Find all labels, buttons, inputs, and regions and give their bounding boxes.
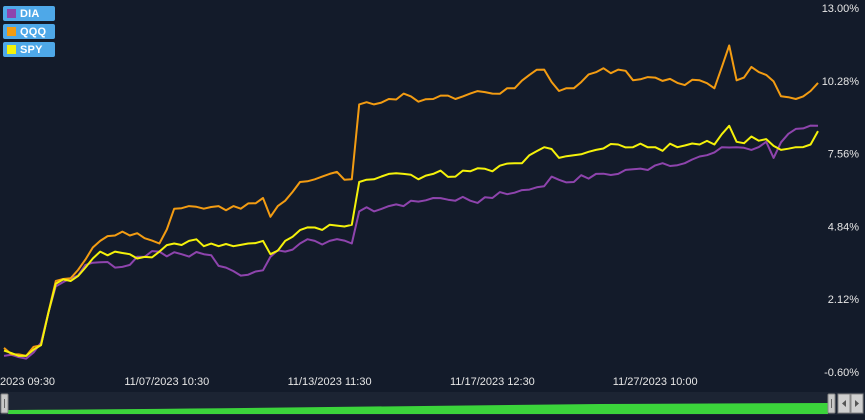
legend-swatch-dia xyxy=(7,9,16,18)
legend-label-qqq: QQQ xyxy=(20,25,47,38)
legend-item-qqq[interactable]: QQQ xyxy=(3,24,55,39)
x-tick-label: 2023 09:30 xyxy=(0,376,55,388)
legend-label-dia: DIA xyxy=(20,7,40,20)
legend-swatch-qqq xyxy=(7,27,16,36)
y-tick-label: 10.28% xyxy=(822,76,860,88)
x-tick-label: 11/07/2023 10:30 xyxy=(124,376,209,388)
y-tick-label: -0.60% xyxy=(824,367,859,379)
y-tick-label: 4.84% xyxy=(828,221,859,233)
y-tick-label: 2.12% xyxy=(828,294,859,306)
navigator-scrollbar[interactable] xyxy=(0,392,865,415)
series-line-dia xyxy=(3,124,819,360)
y-tick-label: 13.00% xyxy=(822,3,860,15)
legend-item-dia[interactable]: DIA xyxy=(3,6,55,21)
x-axis: 2023 09:30 11/07/2023 10:30 11/13/2023 11:… xyxy=(0,376,698,388)
x-tick-label: 11/27/2023 10:00 xyxy=(613,376,698,388)
navigator-area xyxy=(8,403,828,414)
scroll-right-arrow-icon xyxy=(855,400,859,407)
scroll-left-arrow-icon xyxy=(842,400,846,407)
legend-swatch-spy xyxy=(7,45,16,54)
x-tick-label: 11/13/2023 11:30 xyxy=(288,376,372,388)
x-tick-label: 11/17/2023 12:30 xyxy=(450,376,535,388)
y-axis: 13.00% 10.28% 7.56% 4.84% 2.12% -0.60% xyxy=(822,3,860,379)
y-tick-label: 7.56% xyxy=(828,149,859,161)
legend-item-spy[interactable]: SPY xyxy=(3,42,55,57)
navigator-svg xyxy=(0,393,864,414)
series-lines xyxy=(3,44,819,360)
legend: DIA QQQ SPY xyxy=(3,6,55,57)
series-line-spy xyxy=(3,124,819,357)
legend-label-spy: SPY xyxy=(20,43,43,56)
series-line-qqq xyxy=(3,44,819,357)
